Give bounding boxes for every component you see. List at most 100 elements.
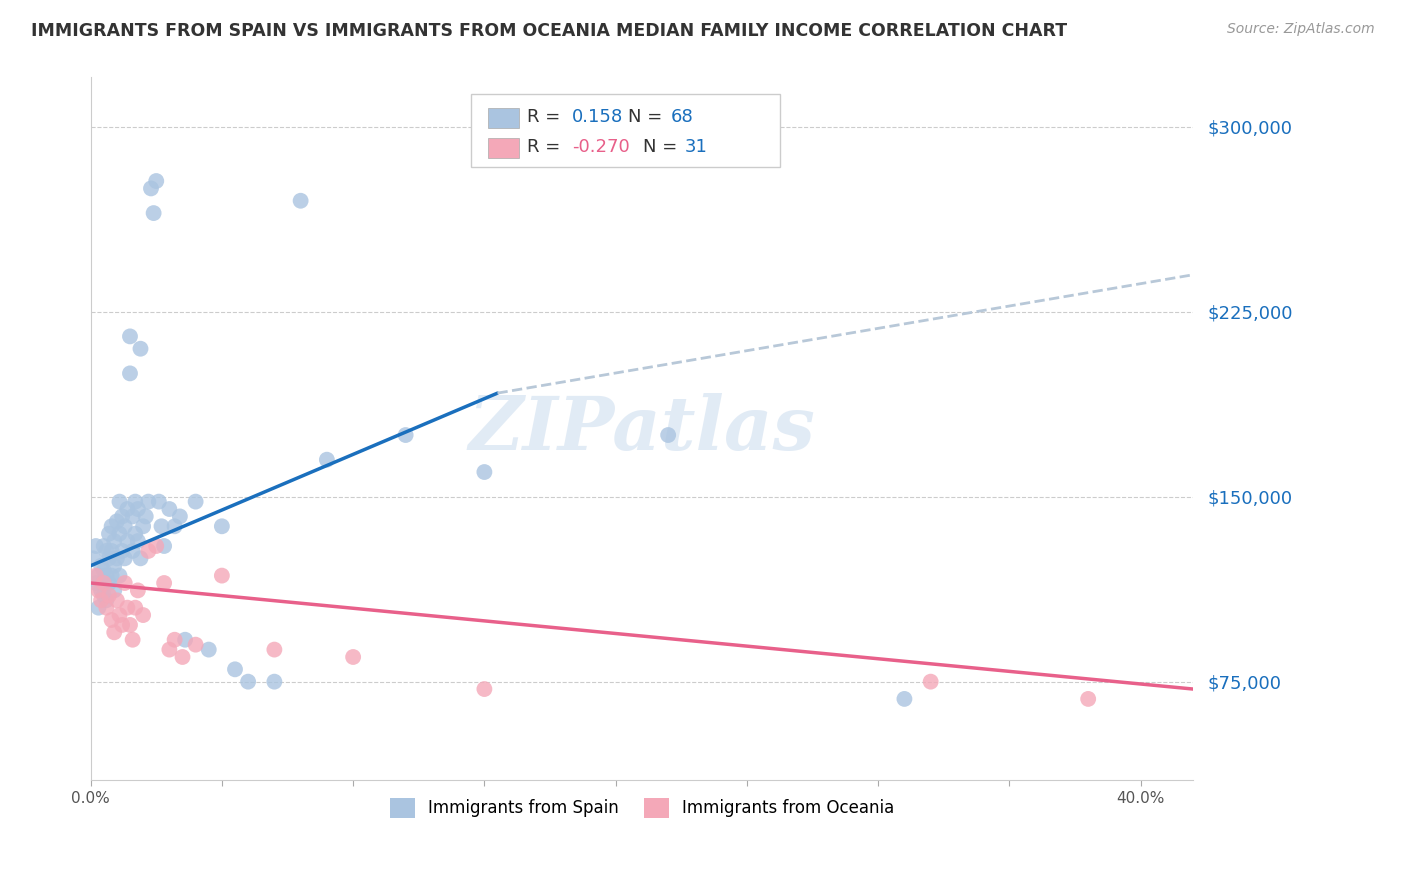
Point <box>111 509 134 524</box>
Point <box>111 618 134 632</box>
Point <box>395 428 418 442</box>
Point <box>263 674 285 689</box>
Point <box>114 551 136 566</box>
Text: 68: 68 <box>671 108 693 126</box>
Point <box>920 674 942 689</box>
Point <box>87 583 110 598</box>
Point <box>90 593 112 607</box>
Point <box>138 494 160 508</box>
Text: N =: N = <box>643 138 682 156</box>
Point <box>84 539 107 553</box>
Point <box>236 674 259 689</box>
Point <box>129 342 152 356</box>
Point <box>163 519 186 533</box>
Point <box>169 509 191 524</box>
Point <box>105 514 128 528</box>
Point <box>153 576 176 591</box>
Point <box>315 452 337 467</box>
Point <box>82 551 104 566</box>
Point <box>290 194 312 208</box>
Point <box>157 502 180 516</box>
Point <box>96 600 118 615</box>
Point <box>157 642 180 657</box>
Point <box>100 568 122 582</box>
Point <box>121 632 143 647</box>
Point <box>135 509 157 524</box>
Point <box>121 509 143 524</box>
Point <box>118 367 141 381</box>
Point <box>96 593 118 607</box>
Point <box>103 583 125 598</box>
Point <box>184 494 207 508</box>
Point <box>87 568 110 582</box>
Point <box>127 534 149 549</box>
Text: 31: 31 <box>685 138 707 156</box>
Point <box>197 642 219 657</box>
Point <box>108 494 131 508</box>
Point <box>174 632 197 647</box>
Point <box>127 502 149 516</box>
Point <box>103 625 125 640</box>
Point <box>124 526 146 541</box>
Point <box>108 568 131 582</box>
Point <box>474 681 496 696</box>
Point <box>121 544 143 558</box>
Point <box>1077 692 1099 706</box>
Point <box>474 465 496 479</box>
Point <box>93 588 115 602</box>
Point <box>98 576 121 591</box>
Point <box>98 551 121 566</box>
Point <box>93 564 115 578</box>
Point <box>145 539 167 553</box>
Point <box>87 600 110 615</box>
Point <box>100 519 122 533</box>
Point <box>105 593 128 607</box>
Point <box>114 519 136 533</box>
Text: Source: ZipAtlas.com: Source: ZipAtlas.com <box>1227 22 1375 37</box>
Point <box>129 551 152 566</box>
Point <box>172 650 194 665</box>
Text: 0.158: 0.158 <box>572 108 623 126</box>
Point <box>114 576 136 591</box>
Point <box>118 618 141 632</box>
Point <box>127 583 149 598</box>
Point <box>263 642 285 657</box>
Text: R =: R = <box>527 108 567 126</box>
Point <box>211 519 233 533</box>
Point <box>124 600 146 615</box>
Text: -0.270: -0.270 <box>572 138 630 156</box>
Point <box>90 558 112 573</box>
Point <box>148 494 170 508</box>
Point <box>93 539 115 553</box>
Point <box>132 608 155 623</box>
Point <box>118 329 141 343</box>
Text: ZIPatlas: ZIPatlas <box>468 392 815 465</box>
Point <box>108 608 131 623</box>
Point <box>211 568 233 582</box>
Point <box>100 613 122 627</box>
Point <box>100 544 122 558</box>
Point <box>98 526 121 541</box>
Point <box>103 558 125 573</box>
Point <box>139 181 162 195</box>
Point <box>117 502 139 516</box>
Point <box>117 600 139 615</box>
Point <box>893 692 915 706</box>
Point <box>132 519 155 533</box>
Point <box>111 544 134 558</box>
Legend: Immigrants from Spain, Immigrants from Oceania: Immigrants from Spain, Immigrants from O… <box>382 791 901 825</box>
Point <box>184 638 207 652</box>
Point <box>96 544 118 558</box>
Point <box>90 583 112 598</box>
Point <box>84 576 107 591</box>
Point <box>103 534 125 549</box>
Point <box>84 568 107 582</box>
Point <box>108 526 131 541</box>
Point <box>163 632 186 647</box>
Point <box>145 174 167 188</box>
Point <box>105 551 128 566</box>
Point <box>124 494 146 508</box>
Point <box>342 650 364 665</box>
Text: IMMIGRANTS FROM SPAIN VS IMMIGRANTS FROM OCEANIA MEDIAN FAMILY INCOME CORRELATIO: IMMIGRANTS FROM SPAIN VS IMMIGRANTS FROM… <box>31 22 1067 40</box>
Point <box>117 534 139 549</box>
